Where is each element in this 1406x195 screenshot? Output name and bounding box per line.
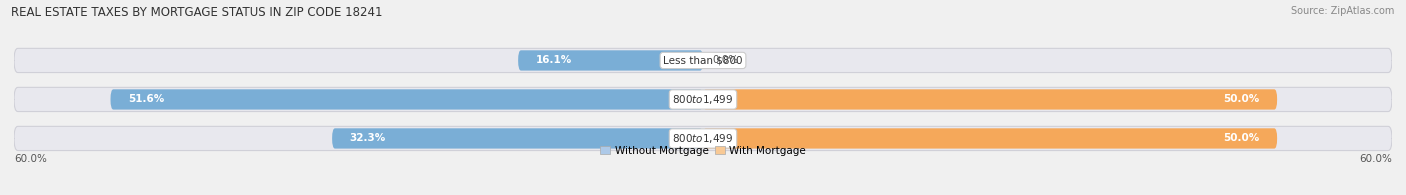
Text: 0.0%: 0.0% bbox=[713, 55, 738, 66]
FancyBboxPatch shape bbox=[111, 89, 703, 110]
FancyBboxPatch shape bbox=[332, 128, 703, 149]
FancyBboxPatch shape bbox=[14, 87, 1392, 112]
Text: Less than $800: Less than $800 bbox=[664, 55, 742, 66]
Text: 60.0%: 60.0% bbox=[1360, 154, 1392, 164]
Text: 16.1%: 16.1% bbox=[536, 55, 572, 66]
Text: 51.6%: 51.6% bbox=[128, 94, 165, 105]
FancyBboxPatch shape bbox=[519, 50, 703, 71]
Text: Source: ZipAtlas.com: Source: ZipAtlas.com bbox=[1291, 6, 1395, 16]
Text: REAL ESTATE TAXES BY MORTGAGE STATUS IN ZIP CODE 18241: REAL ESTATE TAXES BY MORTGAGE STATUS IN … bbox=[11, 6, 382, 19]
FancyBboxPatch shape bbox=[703, 128, 1277, 149]
Text: 32.3%: 32.3% bbox=[349, 133, 385, 144]
FancyBboxPatch shape bbox=[14, 126, 1392, 151]
FancyBboxPatch shape bbox=[703, 89, 1277, 110]
Text: $800 to $1,499: $800 to $1,499 bbox=[672, 132, 734, 145]
Text: $800 to $1,499: $800 to $1,499 bbox=[672, 93, 734, 106]
FancyBboxPatch shape bbox=[14, 48, 1392, 73]
Text: 50.0%: 50.0% bbox=[1223, 133, 1260, 144]
Text: 50.0%: 50.0% bbox=[1223, 94, 1260, 105]
Legend: Without Mortgage, With Mortgage: Without Mortgage, With Mortgage bbox=[596, 141, 810, 160]
Text: 60.0%: 60.0% bbox=[14, 154, 46, 164]
